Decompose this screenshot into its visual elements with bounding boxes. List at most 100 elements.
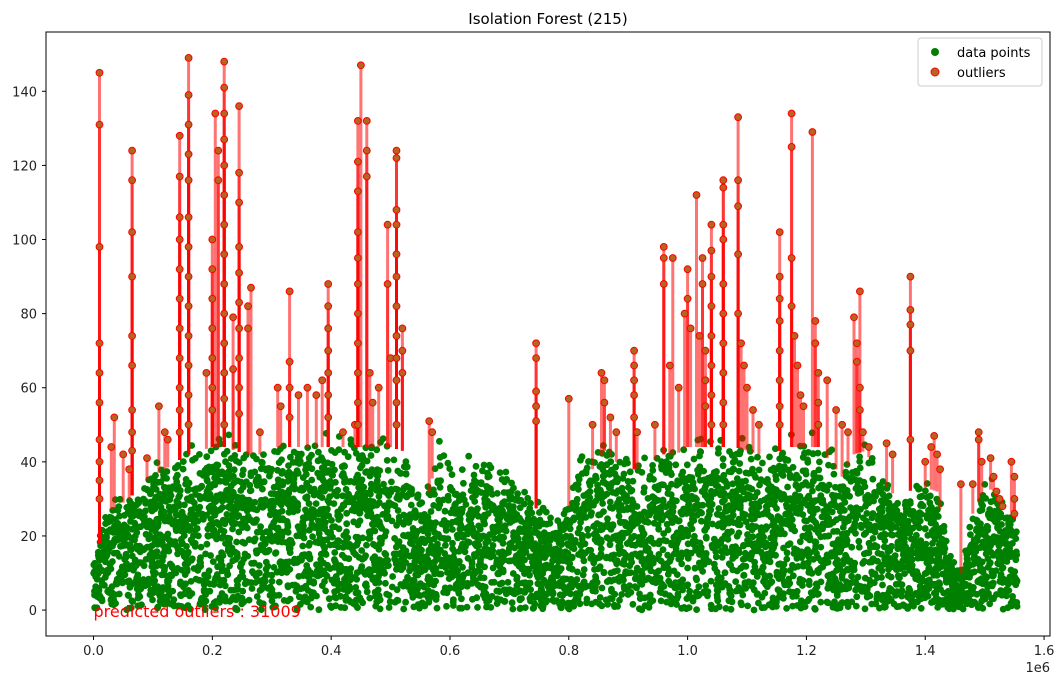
data-point bbox=[809, 477, 817, 485]
data-point bbox=[185, 479, 193, 487]
data-point bbox=[451, 585, 459, 592]
data-point bbox=[755, 599, 762, 607]
data-point bbox=[797, 604, 805, 612]
data-point bbox=[128, 545, 136, 553]
data-point bbox=[644, 545, 652, 552]
data-point bbox=[331, 523, 339, 531]
data-point bbox=[914, 598, 921, 606]
data-point bbox=[702, 550, 710, 557]
data-point bbox=[696, 508, 704, 515]
data-point bbox=[526, 534, 534, 541]
data-point bbox=[786, 474, 794, 481]
data-point bbox=[148, 507, 156, 515]
data-point bbox=[873, 595, 881, 603]
data-point bbox=[247, 472, 255, 480]
data-point bbox=[410, 603, 418, 611]
data-point bbox=[341, 576, 349, 583]
data-point bbox=[901, 563, 909, 571]
data-point bbox=[861, 605, 869, 613]
data-point bbox=[468, 579, 476, 587]
data-point bbox=[427, 508, 435, 515]
data-point bbox=[440, 535, 448, 542]
data-point bbox=[833, 567, 840, 574]
data-point bbox=[459, 534, 467, 541]
data-point bbox=[576, 524, 583, 532]
data-point bbox=[552, 535, 560, 543]
data-point bbox=[641, 602, 649, 610]
data-point bbox=[729, 543, 736, 551]
data-point bbox=[251, 535, 259, 543]
data-point bbox=[226, 562, 234, 570]
data-point bbox=[628, 551, 636, 559]
data-point bbox=[257, 496, 265, 504]
data-point bbox=[233, 538, 241, 546]
data-point bbox=[327, 602, 334, 610]
data-point bbox=[237, 487, 245, 494]
data-point bbox=[602, 554, 610, 562]
data-point bbox=[937, 563, 945, 571]
data-point bbox=[686, 592, 694, 600]
data-point bbox=[852, 485, 860, 492]
data-point bbox=[448, 573, 456, 581]
data-point bbox=[458, 604, 466, 612]
data-point bbox=[832, 483, 839, 491]
data-point bbox=[888, 557, 896, 564]
data-point bbox=[329, 533, 336, 541]
data-point bbox=[233, 554, 241, 562]
data-point bbox=[949, 601, 957, 608]
data-point bbox=[516, 595, 524, 603]
data-point bbox=[809, 450, 817, 458]
data-point bbox=[724, 528, 732, 536]
data-point bbox=[295, 460, 303, 467]
data-point bbox=[414, 586, 421, 593]
data-point bbox=[880, 543, 888, 551]
data-point bbox=[367, 452, 375, 459]
data-point bbox=[818, 524, 826, 532]
data-point bbox=[922, 487, 929, 495]
data-point bbox=[599, 478, 607, 486]
data-point bbox=[460, 479, 467, 487]
data-point bbox=[607, 504, 614, 511]
data-point bbox=[331, 563, 338, 571]
data-point bbox=[667, 600, 675, 608]
data-point bbox=[326, 493, 334, 500]
data-point bbox=[766, 579, 774, 587]
data-point bbox=[206, 587, 214, 595]
data-point bbox=[400, 484, 408, 492]
data-point bbox=[751, 500, 759, 507]
data-point bbox=[253, 455, 260, 463]
data-point bbox=[696, 448, 704, 455]
data-point bbox=[209, 502, 216, 510]
data-point bbox=[178, 508, 186, 516]
data-point bbox=[1001, 528, 1009, 536]
data-point bbox=[241, 580, 249, 588]
data-point bbox=[749, 579, 757, 587]
data-point bbox=[372, 579, 379, 587]
data-point bbox=[214, 495, 222, 503]
data-point bbox=[484, 473, 492, 481]
data-point bbox=[885, 572, 892, 579]
data-point bbox=[987, 548, 995, 556]
data-point bbox=[853, 510, 860, 517]
data-point bbox=[460, 496, 468, 504]
data-point bbox=[173, 511, 181, 519]
data-point bbox=[786, 522, 794, 529]
data-point bbox=[182, 580, 190, 588]
data-point bbox=[245, 505, 252, 513]
data-point bbox=[557, 604, 565, 611]
data-point bbox=[163, 468, 171, 475]
data-point bbox=[776, 455, 784, 463]
data-point bbox=[729, 511, 737, 519]
data-point bbox=[591, 566, 598, 573]
data-point bbox=[676, 578, 684, 586]
data-point bbox=[407, 501, 415, 509]
data-point bbox=[733, 532, 741, 540]
data-point bbox=[890, 600, 898, 608]
data-point bbox=[458, 595, 465, 603]
data-point bbox=[1001, 588, 1009, 595]
data-point bbox=[802, 467, 809, 475]
data-point bbox=[922, 569, 930, 577]
data-point bbox=[748, 515, 756, 523]
data-point bbox=[512, 515, 520, 523]
data-point bbox=[122, 553, 130, 561]
